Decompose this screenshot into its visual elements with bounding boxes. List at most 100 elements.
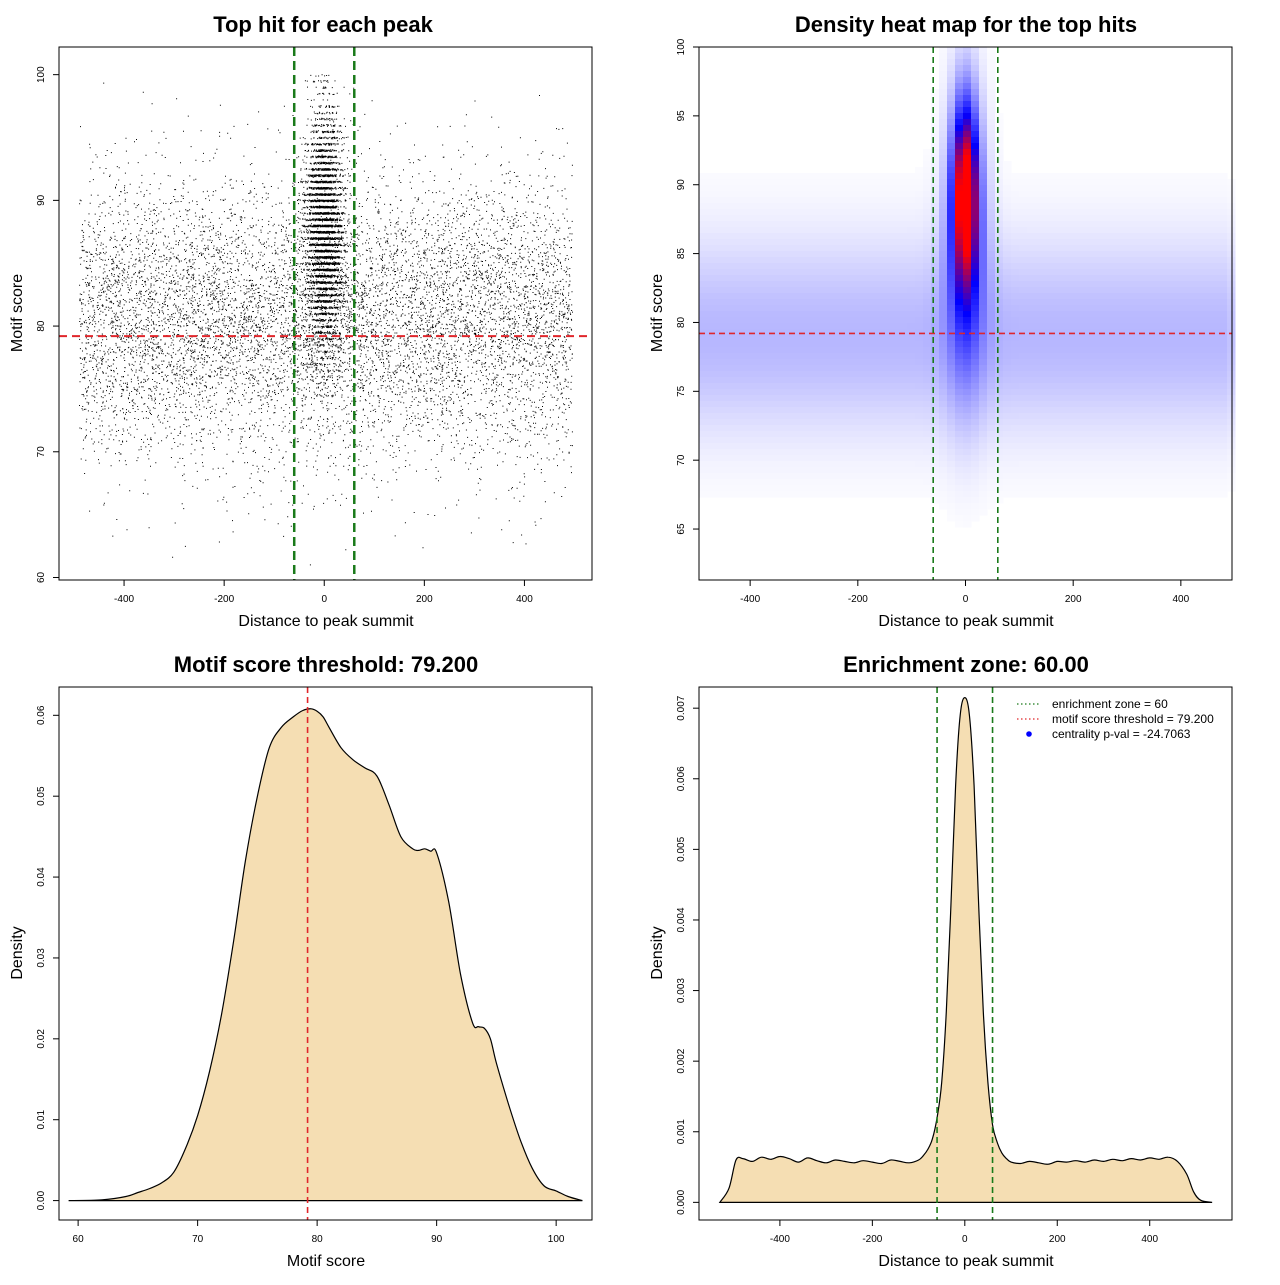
heatmap-cell: [1035, 263, 1044, 270]
heatmap-cell: [1083, 491, 1092, 498]
heatmap-cell: [739, 305, 748, 312]
heatmap-cell: [851, 323, 860, 330]
heatmap-cell: [851, 413, 860, 420]
heatmap-cell: [939, 413, 948, 420]
heatmap-cell: [1115, 473, 1124, 480]
heatmap-cell: [1067, 383, 1076, 390]
heatmap-cell: [1107, 179, 1116, 186]
heatmap-cell: [1019, 329, 1028, 336]
heatmap-cell: [835, 209, 844, 216]
heatmap-cell: [1067, 485, 1076, 492]
heatmap-cell: [987, 281, 996, 288]
heatmap-cell: [811, 431, 820, 438]
heatmap-cell: [795, 359, 804, 366]
heatmap-cell: [987, 299, 996, 306]
heatmap-cell: [1099, 449, 1108, 456]
heatmap-cell: [811, 299, 820, 306]
heatmap-cell: [1163, 239, 1172, 246]
heatmap-cell: [1091, 401, 1100, 408]
heatmap-cell: [987, 431, 996, 438]
heatmap-cell: [755, 251, 764, 258]
heatmap-cell: [1011, 395, 1020, 402]
heatmap-cell: [1003, 437, 1012, 444]
heatmap-cell: [827, 383, 836, 390]
heatmap-cell: [875, 239, 884, 246]
heatmap-cell: [899, 359, 908, 366]
heatmap-cell: [963, 269, 972, 276]
heatmap-cell: [1083, 347, 1092, 354]
heatmap-cell: [1051, 215, 1060, 222]
heatmap-cell: [931, 377, 940, 384]
heatmap-cell: [979, 497, 988, 504]
heatmap-cell: [1035, 305, 1044, 312]
heatmap-cell: [747, 383, 756, 390]
heatmap-cell: [1043, 461, 1052, 468]
heatmap-cell: [795, 227, 804, 234]
heatmap-cell: [875, 353, 884, 360]
heatmap-cell: [1059, 425, 1068, 432]
heatmap-cell: [707, 323, 716, 330]
heatmap-cell: [1195, 407, 1204, 414]
heatmap-cell: [1035, 461, 1044, 468]
heatmap-cell: [1195, 479, 1204, 486]
heatmap-cell: [947, 257, 956, 264]
heatmap-cell: [1131, 443, 1140, 450]
heatmap-cell: [1083, 287, 1092, 294]
heatmap-cell: [1179, 443, 1188, 450]
heatmap-cell: [1147, 209, 1156, 216]
heatmap-cell: [787, 395, 796, 402]
heatmap-cell: [939, 479, 948, 486]
heatmap-cell: [987, 473, 996, 480]
heatmap-cell: [875, 287, 884, 294]
heatmap-cell: [987, 461, 996, 468]
heatmap-cell: [1163, 395, 1172, 402]
heatmap-cell: [1147, 491, 1156, 498]
heatmap-cell: [1219, 377, 1228, 384]
heatmap-cell: [739, 191, 748, 198]
heatmap-cell: [1195, 173, 1204, 180]
heatmap-cell: [835, 233, 844, 240]
heatmap-cell: [723, 299, 732, 306]
heatmap-cell: [1099, 479, 1108, 486]
heatmap-cell: [1131, 353, 1140, 360]
heatmap-cell: [947, 281, 956, 288]
heatmap-cell: [1171, 407, 1180, 414]
heatmap-cell: [1107, 485, 1116, 492]
heatmap-cell: [739, 293, 748, 300]
heatmap-cell: [1043, 485, 1052, 492]
heatmap-cell: [867, 251, 876, 258]
heatmap-cell: [1091, 197, 1100, 204]
heatmap-cell: [827, 323, 836, 330]
heatmap-cell: [763, 377, 772, 384]
heatmap-cell: [1219, 275, 1228, 282]
heatmap-cell: [795, 353, 804, 360]
heatmap-cell: [1099, 239, 1108, 246]
heatmap-cell: [891, 455, 900, 462]
heatmap-cell: [883, 191, 892, 198]
heatmap-cell: [787, 227, 796, 234]
heatmap-cell: [883, 173, 892, 180]
heatmap-cell: [843, 281, 852, 288]
heatmap-cell: [723, 449, 732, 456]
heatmap-cell: [1227, 299, 1236, 306]
heatmap-cell: [1219, 347, 1228, 354]
heatmap-cell: [947, 233, 956, 240]
heatmap-cell: [739, 437, 748, 444]
heatmap-cell: [843, 353, 852, 360]
heatmap-cell: [1075, 371, 1084, 378]
heatmap-cell: [1075, 317, 1084, 324]
heatmap-cell: [699, 221, 708, 228]
heatmap-cell: [1051, 263, 1060, 270]
heatmap-cell: [723, 275, 732, 282]
heatmap-cell: [747, 431, 756, 438]
heatmap-cell: [947, 167, 956, 174]
heatmap-cell: [851, 437, 860, 444]
heatmap-cell: [979, 221, 988, 228]
heatmap-cell: [955, 479, 964, 486]
scatter-plot-frame: [58, 46, 593, 581]
heatmap-cell: [731, 245, 740, 252]
heatmap-cell: [747, 287, 756, 294]
heatmap-cell: [899, 473, 908, 480]
heatmap-cell: [1003, 323, 1012, 330]
heatmap-cell: [963, 197, 972, 204]
